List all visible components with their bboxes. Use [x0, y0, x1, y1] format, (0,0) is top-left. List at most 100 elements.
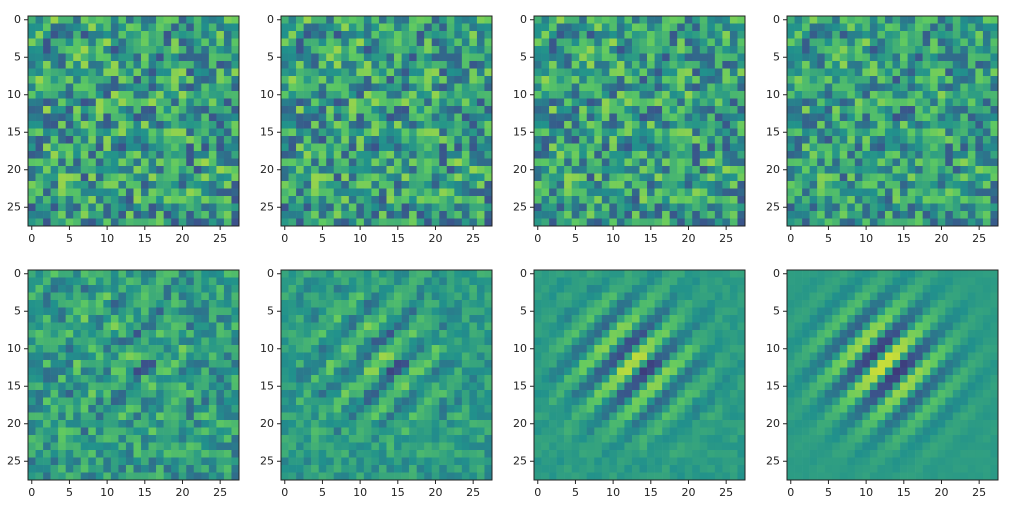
heatmap-cell: [311, 473, 319, 481]
heatmap-cell: [923, 39, 931, 47]
x-tick-label: 5: [66, 486, 73, 499]
heatmap-cell: [73, 353, 81, 361]
heatmap-cell: [349, 106, 357, 114]
heatmap-cell: [930, 174, 938, 182]
heatmap-cell: [787, 174, 795, 182]
heatmap-cell: [296, 114, 304, 122]
heatmap-cell: [149, 450, 157, 458]
heatmap-cell: [88, 300, 96, 308]
heatmap-cell: [930, 166, 938, 174]
heatmap-cell: [953, 99, 961, 107]
heatmap-cell: [402, 204, 410, 212]
heatmap-cell: [134, 443, 142, 451]
heatmap-cell: [968, 91, 976, 99]
heatmap-cell: [477, 368, 485, 376]
heatmap-cell: [700, 84, 708, 92]
heatmap-cell: [179, 136, 187, 144]
heatmap-cell: [960, 46, 968, 54]
heatmap-cell: [387, 473, 395, 481]
heatmap-cell: [394, 278, 402, 286]
heatmap-cell: [281, 398, 289, 406]
heatmap-cell: [118, 24, 126, 32]
heatmap-cell: [469, 413, 477, 421]
heatmap-cell: [447, 270, 455, 278]
heatmap-cell: [795, 114, 803, 122]
heatmap-cell: [900, 196, 908, 204]
heatmap-cell: [409, 323, 417, 331]
heatmap-cell: [938, 76, 946, 84]
heatmap-cell: [432, 24, 440, 32]
heatmap-cell: [28, 84, 36, 92]
heatmap-cell: [945, 129, 953, 137]
heatmap-cell: [224, 398, 232, 406]
heatmap-cell: [602, 211, 610, 219]
heatmap-cell: [201, 151, 209, 159]
heatmap-cell: [900, 219, 908, 227]
heatmap-cell: [810, 69, 818, 77]
heatmap-cell: [417, 181, 425, 189]
heatmap-cell: [304, 293, 312, 301]
heatmap-cell: [587, 211, 595, 219]
heatmap-cell: [364, 211, 372, 219]
heatmap-cell: [402, 398, 410, 406]
heatmap-cell: [171, 106, 179, 114]
heatmap-cell: [364, 166, 372, 174]
heatmap-cell: [484, 473, 492, 481]
heatmap-cell: [281, 144, 289, 152]
heatmap-cell: [156, 300, 164, 308]
heatmap-cell: [349, 61, 357, 69]
heatmap-cell: [439, 353, 447, 361]
heatmap-cell: [341, 24, 349, 32]
heatmap-cell: [877, 181, 885, 189]
heatmap-cell: [632, 129, 640, 137]
heatmap-cell: [179, 166, 187, 174]
heatmap-cell: [141, 136, 149, 144]
heatmap-cell: [840, 99, 848, 107]
heatmap-cell: [617, 91, 625, 99]
heatmap-cell: [28, 345, 36, 353]
heatmap-cell: [149, 31, 157, 39]
heatmap-cell: [126, 174, 134, 182]
heatmap-cell: [960, 204, 968, 212]
heatmap-cell: [432, 46, 440, 54]
heatmap-cell: [447, 308, 455, 316]
heatmap-cell: [349, 31, 357, 39]
heatmap-cell: [677, 114, 685, 122]
heatmap-cell: [371, 458, 379, 466]
heatmap-cell: [469, 360, 477, 368]
heatmap-cell: [893, 91, 901, 99]
heatmap-cell: [209, 465, 217, 473]
heatmap-cell: [968, 114, 976, 122]
heatmap-cell: [447, 375, 455, 383]
heatmap-cell: [73, 323, 81, 331]
heatmap-cell: [334, 181, 342, 189]
heatmap-cell: [960, 136, 968, 144]
heatmap-cell: [647, 61, 655, 69]
heatmap-cell: [439, 151, 447, 159]
heatmap-cell: [990, 219, 998, 227]
heatmap-cell: [349, 300, 357, 308]
heatmap-cell: [281, 300, 289, 308]
heatmap-cell: [126, 315, 134, 323]
heatmap-cell: [447, 54, 455, 62]
heatmap-cell: [432, 121, 440, 129]
heatmap-cell: [134, 39, 142, 47]
heatmap-cell: [58, 428, 66, 436]
heatmap-cell: [304, 413, 312, 421]
heatmap-cell: [58, 99, 66, 107]
heatmap-cell: [281, 360, 289, 368]
heatmap-cell: [356, 390, 364, 398]
heatmap-cell: [66, 345, 74, 353]
heatmap-cell: [655, 54, 663, 62]
heatmap-cell: [231, 420, 239, 428]
heatmap-cell: [319, 315, 327, 323]
heatmap-cell: [424, 129, 432, 137]
heatmap-cell: [692, 204, 700, 212]
heatmap-cell: [685, 91, 693, 99]
heatmap-cell: [326, 211, 334, 219]
heatmap-cell: [870, 91, 878, 99]
heatmap-cell: [938, 121, 946, 129]
heatmap-cell: [96, 360, 104, 368]
heatmap-cell: [707, 114, 715, 122]
heatmap-cell: [990, 166, 998, 174]
